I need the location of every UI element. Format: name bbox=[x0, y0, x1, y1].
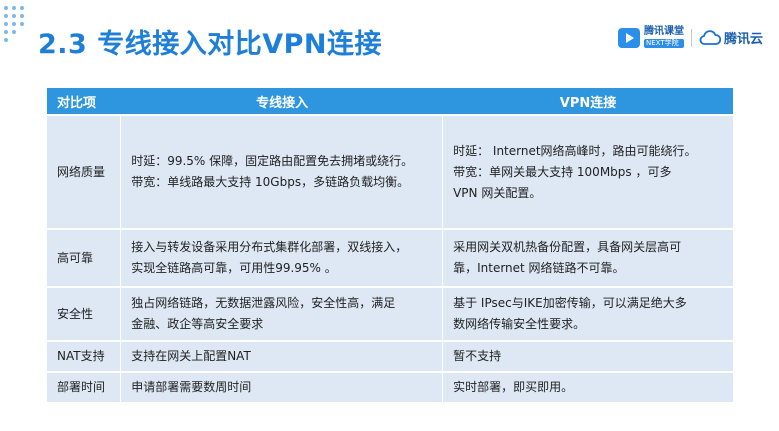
cell-line: 金融、政企等高安全要求 bbox=[131, 317, 264, 331]
tencent-classroom-subtitle: NEXT学院 bbox=[643, 39, 684, 48]
cell-line: 时延：99.5% 保障，固定路由配置免去拥堵或绕行。 bbox=[131, 154, 414, 168]
row-item: 安全性 bbox=[47, 288, 122, 340]
tencent-cloud-logo-icon bbox=[699, 29, 721, 45]
vpn-cell: 时延： Internet网络高峰时，路由可能绕行。 带宽：单网关最大支持 100… bbox=[443, 116, 733, 228]
dedicated-cell: 时延：99.5% 保障，固定路由配置免去拥堵或绕行。 带宽：单线路最大支持 10… bbox=[121, 116, 444, 228]
logo-bar: 腾讯课堂 NEXT学院 腾讯云 bbox=[617, 26, 763, 48]
table-row: 高可靠 接入与转发设备采用分布式集群化部署，双线接入， 实现全链路高可靠，可用性… bbox=[47, 230, 733, 286]
table-row: NAT支持 支持在网关上配置NAT 暂不支持 bbox=[47, 342, 733, 371]
header-vpn: VPN连接 bbox=[443, 88, 733, 114]
cell-line: 暂不支持 bbox=[453, 349, 502, 363]
vpn-cell: 实时部署，即买即用。 bbox=[443, 373, 733, 402]
header-dedicated: 专线接入 bbox=[121, 88, 444, 114]
cell-line: 支持在网关上配置NAT bbox=[131, 349, 251, 363]
comparison-table: 对比项 专线接入 VPN连接 网络质量 时延：99.5% 保障，固定路由配置免去… bbox=[47, 86, 733, 404]
logo-divider bbox=[690, 28, 692, 47]
cell-line: 实时部署，即买即用。 bbox=[453, 380, 574, 394]
table-row: 安全性 独占网络链路，无数据泄露风险，安全性高，满足 金融、政企等高安全要求 基… bbox=[47, 288, 733, 340]
tencent-classroom-name: 腾讯课堂 bbox=[643, 26, 684, 37]
cell-line: VPN 网关配置。 bbox=[453, 185, 542, 200]
table-row: 部署时间 申请部署需要数周时间 实时部署，即买即用。 bbox=[47, 373, 733, 402]
vpn-cell: 暂不支持 bbox=[443, 342, 733, 371]
header-item: 对比项 bbox=[47, 88, 122, 114]
cell-line: 申请部署需要数周时间 bbox=[131, 380, 252, 394]
row-item: NAT支持 bbox=[47, 342, 122, 371]
cell-line: 带宽：单线路最大支持 10Gbps，多链路负载均衡。 bbox=[131, 175, 410, 189]
dedicated-cell: 支持在网关上配置NAT bbox=[121, 342, 444, 371]
tencent-cloud-logo: 腾讯云 bbox=[699, 28, 763, 47]
row-item: 网络质量 bbox=[47, 116, 122, 228]
cell-line: 接入与转发设备采用分布式集群化部署，双线接入， bbox=[131, 240, 408, 254]
slide-title: 2.3 专线接入对比VPN连接 bbox=[38, 29, 383, 60]
table-header-row: 对比项 专线接入 VPN连接 bbox=[47, 88, 733, 114]
cell-line: 数网络传输安全性要求。 bbox=[453, 317, 586, 331]
row-item: 高可靠 bbox=[47, 230, 122, 286]
tencent-cloud-name: 腾讯云 bbox=[723, 32, 763, 47]
dedicated-cell: 申请部署需要数周时间 bbox=[121, 373, 444, 402]
dedicated-cell: 接入与转发设备采用分布式集群化部署，双线接入， 实现全链路高可靠，可用性99.9… bbox=[121, 230, 444, 286]
cell-line: 采用网关双机热备份配置，具备网关层高可 bbox=[453, 240, 682, 254]
cell-line: 带宽：单网关最大支持 100Mbps ，可多 bbox=[453, 164, 672, 179]
vpn-cell: 采用网关双机热备份配置，具备网关层高可 靠，Internet 网络链路不可靠。 bbox=[443, 230, 733, 286]
cell-line: 靠，Internet 网络链路不可靠。 bbox=[453, 261, 625, 275]
cell-line: 时延： Internet网络高峰时，路由可能绕行。 bbox=[453, 143, 697, 158]
vpn-cell: 基于 IPsec与IKE加密传输，可以满足绝大多 数网络传输安全性要求。 bbox=[443, 288, 733, 340]
tencent-classroom-logo-icon bbox=[617, 27, 640, 48]
table-row: 网络质量 时延：99.5% 保障，固定路由配置免去拥堵或绕行。 带宽：单线路最大… bbox=[47, 116, 733, 228]
cell-line: 实现全链路高可靠，可用性99.95% 。 bbox=[131, 261, 337, 275]
cell-line: 独占网络链路，无数据泄露风险，安全性高，满足 bbox=[131, 296, 396, 310]
dot-pattern-icon bbox=[4, 6, 24, 42]
cell-line: 基于 IPsec与IKE加密传输，可以满足绝大多 bbox=[453, 296, 687, 310]
dedicated-cell: 独占网络链路，无数据泄露风险，安全性高，满足 金融、政企等高安全要求 bbox=[121, 288, 444, 340]
row-item: 部署时间 bbox=[47, 373, 122, 402]
tencent-classroom-logo: 腾讯课堂 NEXT学院 bbox=[617, 26, 684, 48]
